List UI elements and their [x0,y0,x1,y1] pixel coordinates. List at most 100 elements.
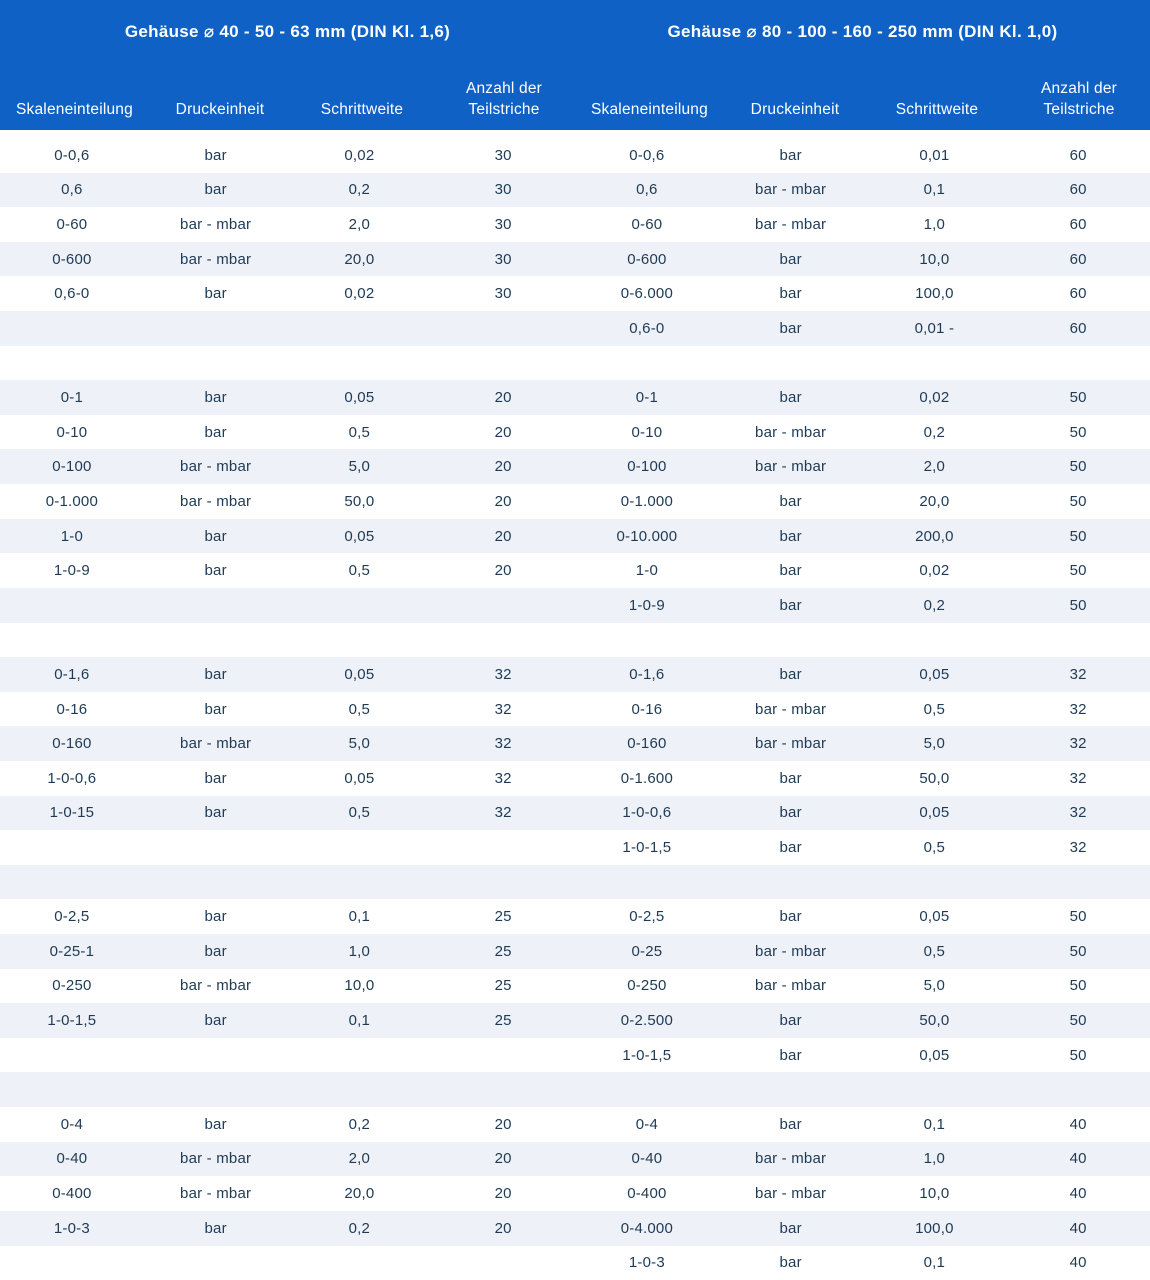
cell-right-col3: 40 [1069,1219,1087,1237]
cell-right-col0: 0,6 [636,181,658,199]
cell-right-col1: bar - mbar [755,181,827,199]
cell-left-col2: 1,0 [348,942,371,960]
cell-right-col0: 0-250 [627,977,667,995]
cell-right-col3: 32 [1069,735,1087,753]
cell-left-col0: 1-0-3 [53,1219,90,1237]
cell-right-col1: bar [779,804,802,822]
cell-left-col3: 25 [494,1012,512,1030]
cell-right-col2: 0,05 [919,1046,950,1064]
cell-right-col2: 1,0 [923,216,946,234]
header-body-divider [0,130,1150,138]
cell-right-col2: 20,0 [919,492,950,510]
cell-left-col2: 0,05 [344,665,375,683]
cell-right-col1: bar [779,1254,802,1272]
cell-left-col1: bar - mbar [180,216,252,234]
cell-right-col2: 0,2 [923,596,946,614]
cell-left-col2: 0,02 [344,285,375,303]
cell-right-col3: 50 [1069,492,1087,510]
cell-right-col3: 50 [1069,423,1087,441]
cell-right-col3: 50 [1069,527,1087,545]
cell-left-col0: 0-100 [52,458,92,476]
cell-left-col0: 0-250 [52,977,92,995]
cell-left-col1: bar - mbar [180,735,252,753]
cell-left-col3: 25 [494,977,512,995]
table-row: 0-1.000 bar - mbar 50,0 20 0-1.000 bar 20,0 50 [0,484,1150,519]
cell-left-col0: 0-60 [56,216,88,234]
cell-left-col3: 20 [494,492,512,510]
cell-right-col1: bar [779,562,802,580]
table-row: 1-0-15 bar 0,5 32 1-0-0,6 bar 0,05 32 [0,795,1150,831]
cell-right-col0: 1-0-9 [628,596,665,614]
cell-left-col2: 0,5 [348,423,371,441]
cell-left-col0: 0-4 [60,1115,84,1133]
cell-right-col3: 32 [1069,838,1087,856]
cell-left-col0: 0-1,6 [54,665,90,683]
cell-left-col2: 0,1 [348,908,371,926]
cell-right-col1: bar - mbar [755,216,827,234]
cell-right-col2: 100,0 [915,1219,954,1237]
cell-right-col1: bar [779,319,802,337]
left-column-headers: Skaleneinteilung Druckeinheit Schrittweite… [0,79,575,120]
left-table-title: Gehäuse ⌀ 40 - 50 - 63 mm (DIN Kl. 1,6) [124,22,451,41]
cell-left-col0: 0-160 [52,735,92,753]
cell-left-col1: bar - mbar [180,492,252,510]
cell-left-col2: 0,5 [348,562,371,580]
cell-left-col3: 20 [494,527,512,545]
cell-left-col3: 32 [494,700,512,718]
right-column-headers: Skaleneinteilung Druckeinheit Schrittweite… [575,79,1150,120]
table-row: 0-40 bar - mbar 2,0 20 0-40 bar - mbar 1,0 40 [0,1141,1150,1177]
cell-left-col3: 32 [494,735,512,753]
cell-right-col3: 32 [1069,769,1087,787]
cell-right-col3: 50 [1069,1046,1087,1064]
cell-right-col3: 40 [1069,1115,1087,1133]
cell-right-col1: bar [779,389,802,407]
cell-right-col2: 200,0 [915,527,954,545]
cell-right-col1: bar - mbar [755,423,827,441]
table-row: 0-600 bar - mbar 20,0 30 0-600 bar 10,0 60 [0,241,1150,277]
cell-left-col3: 32 [494,769,512,787]
cell-right-col0: 1-0-3 [628,1254,665,1272]
column-header-3: Anzahl der Teilstriche [465,80,543,118]
cell-right-col1: bar [779,769,802,787]
cell-right-col1: bar - mbar [755,942,827,960]
cell-right-col1: bar [779,1219,802,1237]
cell-left-col1: bar [204,1012,227,1030]
cell-left-col2: 0,5 [348,700,371,718]
cell-left-col0: 0-2,5 [54,908,90,926]
cell-left-col1: bar - mbar [180,250,252,268]
table-row: 0-10 bar 0,5 20 0-10 bar - mbar 0,2 50 [0,414,1150,450]
cell-right-col0: 0-400 [627,1185,667,1203]
cell-right-col0: 0-0,6 [629,146,665,164]
cell-right-col1: bar [779,250,802,268]
cell-left-col1: bar [204,908,227,926]
table-row: 0-160 bar - mbar 5,0 32 0-160 bar - mbar 5,0 32 [0,726,1150,761]
cell-right-col1: bar [779,146,802,164]
cell-left-col1: bar [204,1219,227,1237]
cell-left-col3: 20 [494,1185,512,1203]
cell-left-col3: 30 [494,181,512,199]
cell-left-col1: bar - mbar [180,1185,252,1203]
cell-right-col3: 32 [1069,804,1087,822]
cell-right-col2: 0,5 [923,838,946,856]
table-row: 1-0-1,5 bar 0,1 25 0-2.500 bar 50,0 50 [0,1003,1150,1038]
cell-right-col3: 50 [1069,908,1087,926]
cell-right-col2: 0,01 - [914,319,955,337]
cell-right-col2: 1,0 [923,1150,946,1168]
cell-left-col3: 20 [494,1115,512,1133]
cell-right-col3: 32 [1069,665,1087,683]
cell-right-col1: bar [779,908,802,926]
cell-left-col2: 50,0 [344,492,375,510]
table-row: 1-0-9 bar 0,5 20 1-0 bar 0,02 50 [0,553,1150,588]
table-row: 0,6-0 bar 0,02 30 0-6.000 bar 100,0 60 [0,276,1150,312]
column-header-2: Schrittweite [895,100,979,118]
cell-left-col0: 0,6-0 [54,285,90,303]
cell-right-col0: 0-60 [631,216,663,234]
table-row: 1-0-9 bar 0,2 50 [0,587,1150,623]
table-row: 0-60 bar - mbar 2,0 30 0-60 bar - mbar 1,0 60 [0,207,1150,242]
cell-right-col1: bar - mbar [755,1185,827,1203]
cell-right-col3: 50 [1069,977,1087,995]
cell-right-col2: 0,05 [919,665,950,683]
table-row: 0,6-0 bar 0,01 - 60 [0,311,1150,346]
cell-right-col0: 0-600 [627,250,667,268]
table-gap-row [0,345,1150,381]
